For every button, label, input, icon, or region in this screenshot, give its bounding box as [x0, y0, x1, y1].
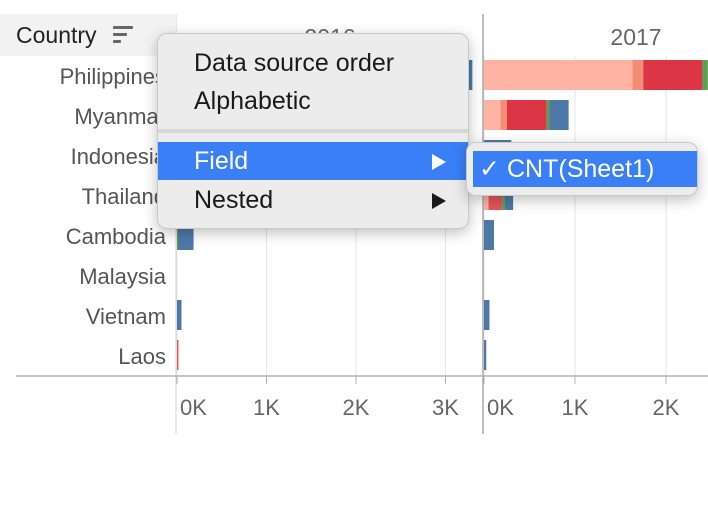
row-label-malaysia: Malaysia [79, 264, 167, 289]
tick-label: 1K [253, 395, 280, 420]
menu-item-alphabetic[interactable]: Alphabetic [158, 82, 468, 120]
bar-segment [643, 60, 703, 90]
row-label-myanmar: Myanmar [74, 104, 166, 129]
bar-segment [506, 100, 547, 130]
row-label-thailand: Thailand [82, 184, 166, 209]
submenu-arrow-icon [432, 193, 446, 209]
year-header-2017: 2017 [610, 24, 661, 50]
bar-segment [177, 300, 182, 330]
checkmark-icon: ✓ [479, 155, 500, 183]
sort-context-menu: Data source order Alphabetic Field Neste… [157, 33, 469, 229]
bar-segment [177, 340, 179, 370]
bar-segment [546, 100, 550, 130]
tick-label: 1K [562, 395, 589, 420]
tick-label: 0K [180, 395, 207, 420]
menu-item-field[interactable]: Field [158, 142, 468, 180]
bar-segment [702, 60, 708, 90]
tick-label: 2K [343, 395, 370, 420]
bar-segment [484, 60, 633, 90]
bar-segment [484, 340, 487, 370]
bar-segment [500, 100, 507, 130]
menu-item-label: Field [194, 147, 249, 175]
menu-separator [158, 129, 468, 133]
field-submenu: ✓ CNT(Sheet1) [466, 142, 698, 196]
menu-item-nested[interactable]: Nested [158, 181, 468, 219]
bar-segment [549, 100, 569, 130]
bar-segment [484, 220, 495, 250]
menu-item-label: Data source order [194, 49, 395, 77]
bar-segment [484, 300, 490, 330]
row-label-vietnam: Vietnam [86, 304, 166, 329]
tick-label: 2K [653, 395, 680, 420]
tick-label: 0K [487, 395, 514, 420]
tick-label: 3K [432, 395, 459, 420]
country-header-cell[interactable] [0, 14, 176, 56]
row-label-philippines: Philippines [60, 64, 166, 89]
submenu-arrow-icon [432, 154, 446, 170]
row-label-laos: Laos [118, 344, 166, 369]
row-label-cambodia: Cambodia [66, 224, 167, 249]
bar-segment [177, 220, 179, 250]
bar-segment [632, 60, 644, 90]
menu-item-label: Nested [194, 186, 274, 214]
row-label-indonesia: Indonesia [71, 144, 167, 169]
menu-item-label: Alphabetic [194, 87, 311, 115]
bar-segment [484, 100, 501, 130]
submenu-item-label: CNT(Sheet1) [507, 155, 655, 183]
submenu-item-cnt-sheet1[interactable]: ✓ CNT(Sheet1) [473, 151, 697, 187]
sort-descending-icon[interactable] [113, 26, 133, 44]
menu-item-data-source-order[interactable]: Data source order [158, 44, 468, 82]
country-header-label[interactable]: Country [16, 22, 97, 48]
